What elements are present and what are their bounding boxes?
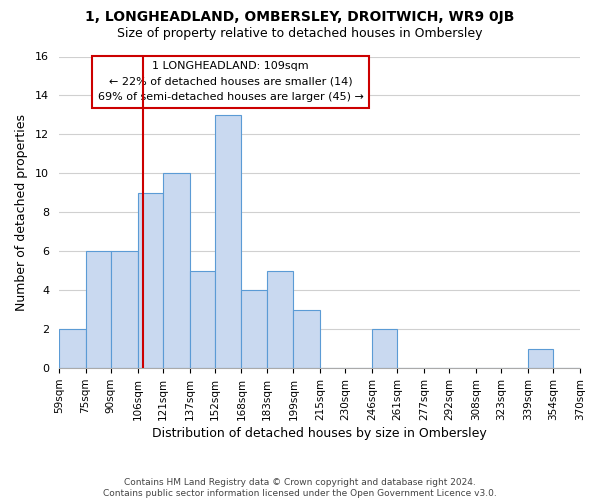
Bar [528, 348, 553, 368]
Text: 1, LONGHEADLAND, OMBERSLEY, DROITWICH, WR9 0JB: 1, LONGHEADLAND, OMBERSLEY, DROITWICH, W… [85, 10, 515, 24]
Bar [86, 252, 111, 368]
Bar [163, 174, 190, 368]
Bar [111, 252, 137, 368]
Bar [293, 310, 320, 368]
Text: Size of property relative to detached houses in Ombersley: Size of property relative to detached ho… [117, 28, 483, 40]
Text: 1 LONGHEADLAND: 109sqm
← 22% of detached houses are smaller (14)
69% of semi-det: 1 LONGHEADLAND: 109sqm ← 22% of detached… [98, 61, 364, 102]
Text: Contains HM Land Registry data © Crown copyright and database right 2024.
Contai: Contains HM Land Registry data © Crown c… [103, 478, 497, 498]
Bar [190, 271, 215, 368]
Bar [241, 290, 266, 368]
X-axis label: Distribution of detached houses by size in Ombersley: Distribution of detached houses by size … [152, 427, 487, 440]
Bar [59, 329, 86, 368]
Y-axis label: Number of detached properties: Number of detached properties [15, 114, 28, 311]
Bar [137, 193, 163, 368]
Bar [372, 329, 397, 368]
Bar [215, 115, 241, 368]
Bar [266, 271, 293, 368]
